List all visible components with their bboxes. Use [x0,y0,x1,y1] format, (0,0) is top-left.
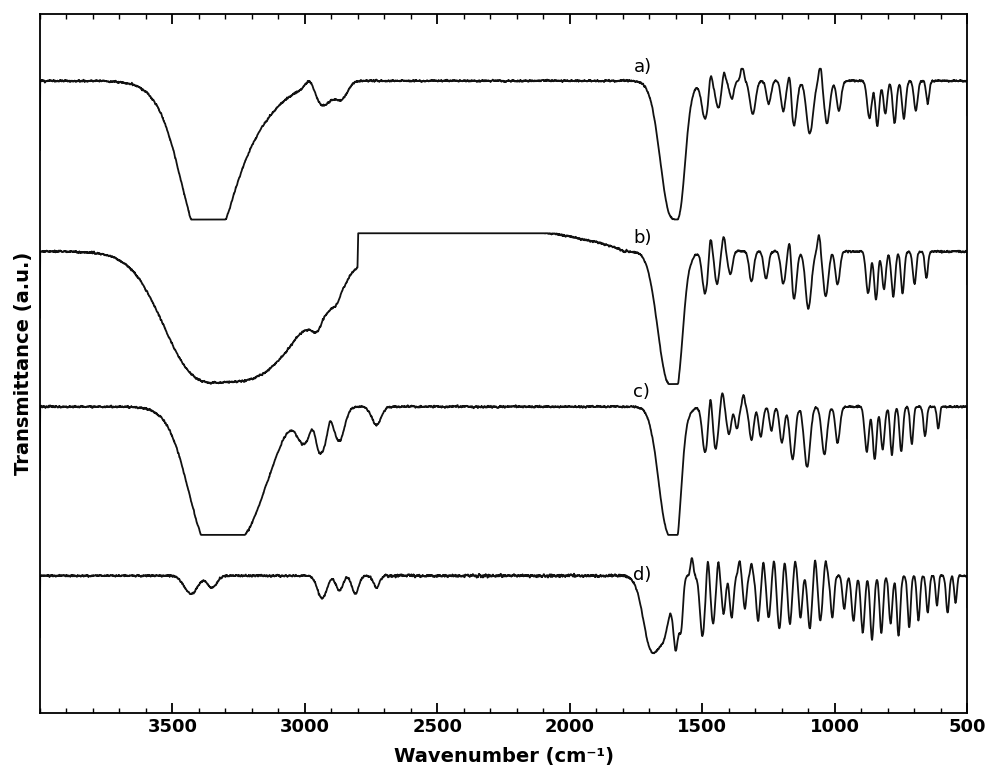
Y-axis label: Transmittance (a.u.): Transmittance (a.u.) [14,252,33,475]
Text: a): a) [633,58,652,76]
Text: c): c) [633,384,650,402]
Text: b): b) [633,229,652,246]
Text: d): d) [633,566,652,584]
X-axis label: Wavenumber (cm⁻¹): Wavenumber (cm⁻¹) [394,747,614,766]
